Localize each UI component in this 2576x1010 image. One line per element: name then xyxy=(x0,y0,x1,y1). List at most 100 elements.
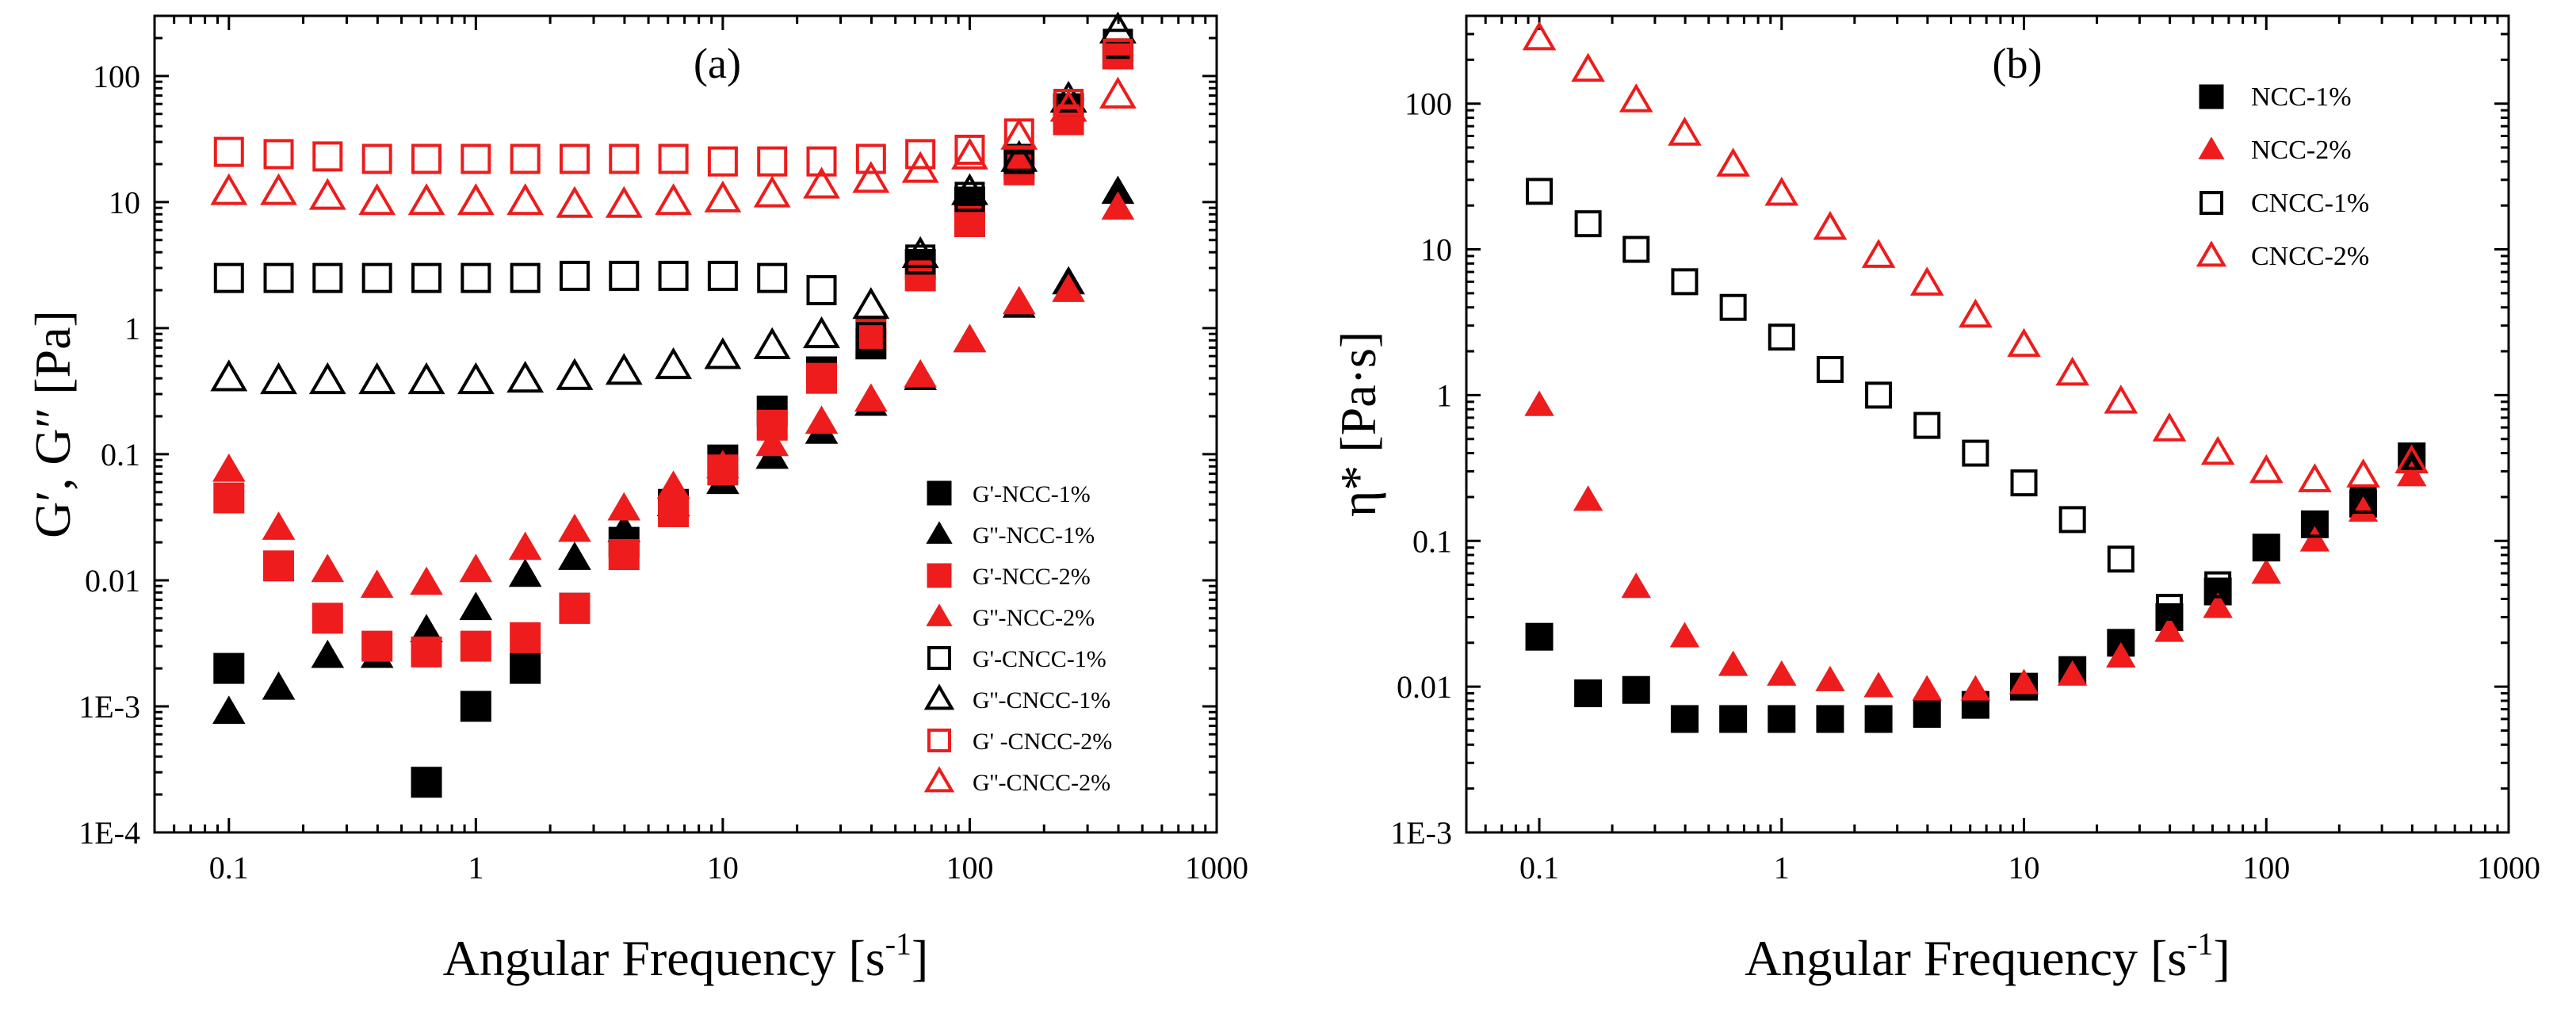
y-tick-label: 1 xyxy=(1436,377,1452,413)
series-1 xyxy=(212,175,1135,725)
x-tick-label: 0.1 xyxy=(1519,850,1559,886)
data-point xyxy=(213,262,244,293)
data-point xyxy=(263,262,294,293)
data-point xyxy=(308,178,346,210)
series-3 xyxy=(212,191,1135,599)
legend-label: CNCC-1% xyxy=(2251,189,2369,218)
data-point xyxy=(1719,705,1748,733)
data-point xyxy=(1670,705,1699,733)
data-point xyxy=(461,262,491,293)
x-tick-label: 1000 xyxy=(2477,850,2540,886)
data-point xyxy=(213,482,245,514)
data-point xyxy=(609,143,640,174)
data-point xyxy=(1622,675,1650,704)
series-7 xyxy=(210,76,1137,218)
data-point xyxy=(1863,671,1894,698)
data-point xyxy=(806,362,838,394)
data-point xyxy=(508,531,542,560)
y-tick-label: 1E-3 xyxy=(78,689,140,725)
data-point xyxy=(2301,511,2329,538)
data-point xyxy=(704,337,742,369)
data-point xyxy=(1526,178,1554,205)
data-point xyxy=(1103,38,1133,69)
data-point xyxy=(210,173,248,205)
data-point xyxy=(210,359,248,392)
legend-marker xyxy=(2196,240,2227,267)
data-point xyxy=(707,146,738,177)
x-axis-title-end: ] xyxy=(2214,930,2230,986)
data-point xyxy=(901,151,939,183)
legend-label: G''-NCC-1% xyxy=(973,522,1095,549)
x-axis-title-main: Angular Frequency [s xyxy=(443,930,885,986)
data-point xyxy=(855,143,886,174)
data-point xyxy=(510,143,541,174)
legend-label: G''-CNCC-2% xyxy=(973,770,1110,796)
x-tick-label: 1 xyxy=(468,850,483,886)
data-point xyxy=(410,566,443,595)
data-point xyxy=(1959,298,1993,328)
data-point xyxy=(556,358,594,390)
data-point xyxy=(1574,210,1602,238)
data-point xyxy=(655,183,693,216)
x-tick-label: 0.1 xyxy=(209,850,249,886)
legend-marker xyxy=(927,563,952,588)
data-point xyxy=(1913,411,1941,439)
data-point xyxy=(2348,496,2379,522)
data-point xyxy=(1962,439,1989,467)
data-point xyxy=(1669,622,1700,648)
data-point xyxy=(407,362,445,395)
series-0 xyxy=(213,38,1133,798)
y-tick-label: 0.01 xyxy=(1397,669,1452,705)
data-point xyxy=(655,346,693,380)
data-point xyxy=(1716,147,1750,177)
data-point xyxy=(411,767,442,798)
data-point xyxy=(559,592,590,624)
series-3 xyxy=(1522,21,2429,492)
chart-panel-a: 0.1 1 10 100 1000 1E-4 1E-3 0.01 0.1 1 10 100 (a) Ang… xyxy=(25,11,1248,986)
x-tick-label: 10 xyxy=(2008,850,2040,886)
data-point xyxy=(213,136,244,167)
data-point xyxy=(953,323,987,353)
data-point xyxy=(260,362,297,395)
data-point xyxy=(2299,526,2330,552)
data-point xyxy=(1718,650,1749,676)
data-point xyxy=(1619,83,1653,113)
data-point xyxy=(1913,700,1941,729)
data-point xyxy=(951,173,988,205)
x-tick-label: 1 xyxy=(1774,850,1790,886)
data-point xyxy=(459,553,493,583)
legend-marker xyxy=(926,521,953,544)
data-point xyxy=(510,262,541,293)
data-point xyxy=(2008,668,2039,694)
legend-label: G'-NCC-1% xyxy=(973,481,1091,507)
legend-label: G' -CNCC-2% xyxy=(973,729,1112,755)
data-point xyxy=(704,180,742,212)
legend-marker xyxy=(923,683,955,710)
data-point xyxy=(460,630,491,662)
data-point xyxy=(1719,293,1747,321)
data-point xyxy=(308,362,346,395)
data-point xyxy=(460,691,491,722)
data-point xyxy=(556,186,594,218)
data-point xyxy=(311,639,345,668)
data-point xyxy=(2154,616,2184,642)
legend-marker xyxy=(926,603,953,626)
y-axis-title: G′, G″ [Pa] xyxy=(25,310,81,538)
data-point xyxy=(707,260,738,291)
data-point xyxy=(1767,660,1797,686)
data-point xyxy=(1522,21,1557,51)
data-point xyxy=(457,362,495,395)
data-point xyxy=(2057,660,2088,686)
data-point xyxy=(2007,327,2041,358)
data-point xyxy=(1864,705,1893,733)
data-point xyxy=(510,622,541,653)
data-point xyxy=(805,405,839,434)
legend-label: NCC-2% xyxy=(2251,136,2352,165)
y-tick-label: 1E-4 xyxy=(78,815,140,851)
data-point xyxy=(1671,268,1699,296)
data-point xyxy=(607,492,641,521)
data-point xyxy=(2055,356,2090,386)
x-axis-title-end: ] xyxy=(912,930,928,986)
y-tick-label: 0.1 xyxy=(1412,523,1452,559)
data-point xyxy=(757,262,788,293)
